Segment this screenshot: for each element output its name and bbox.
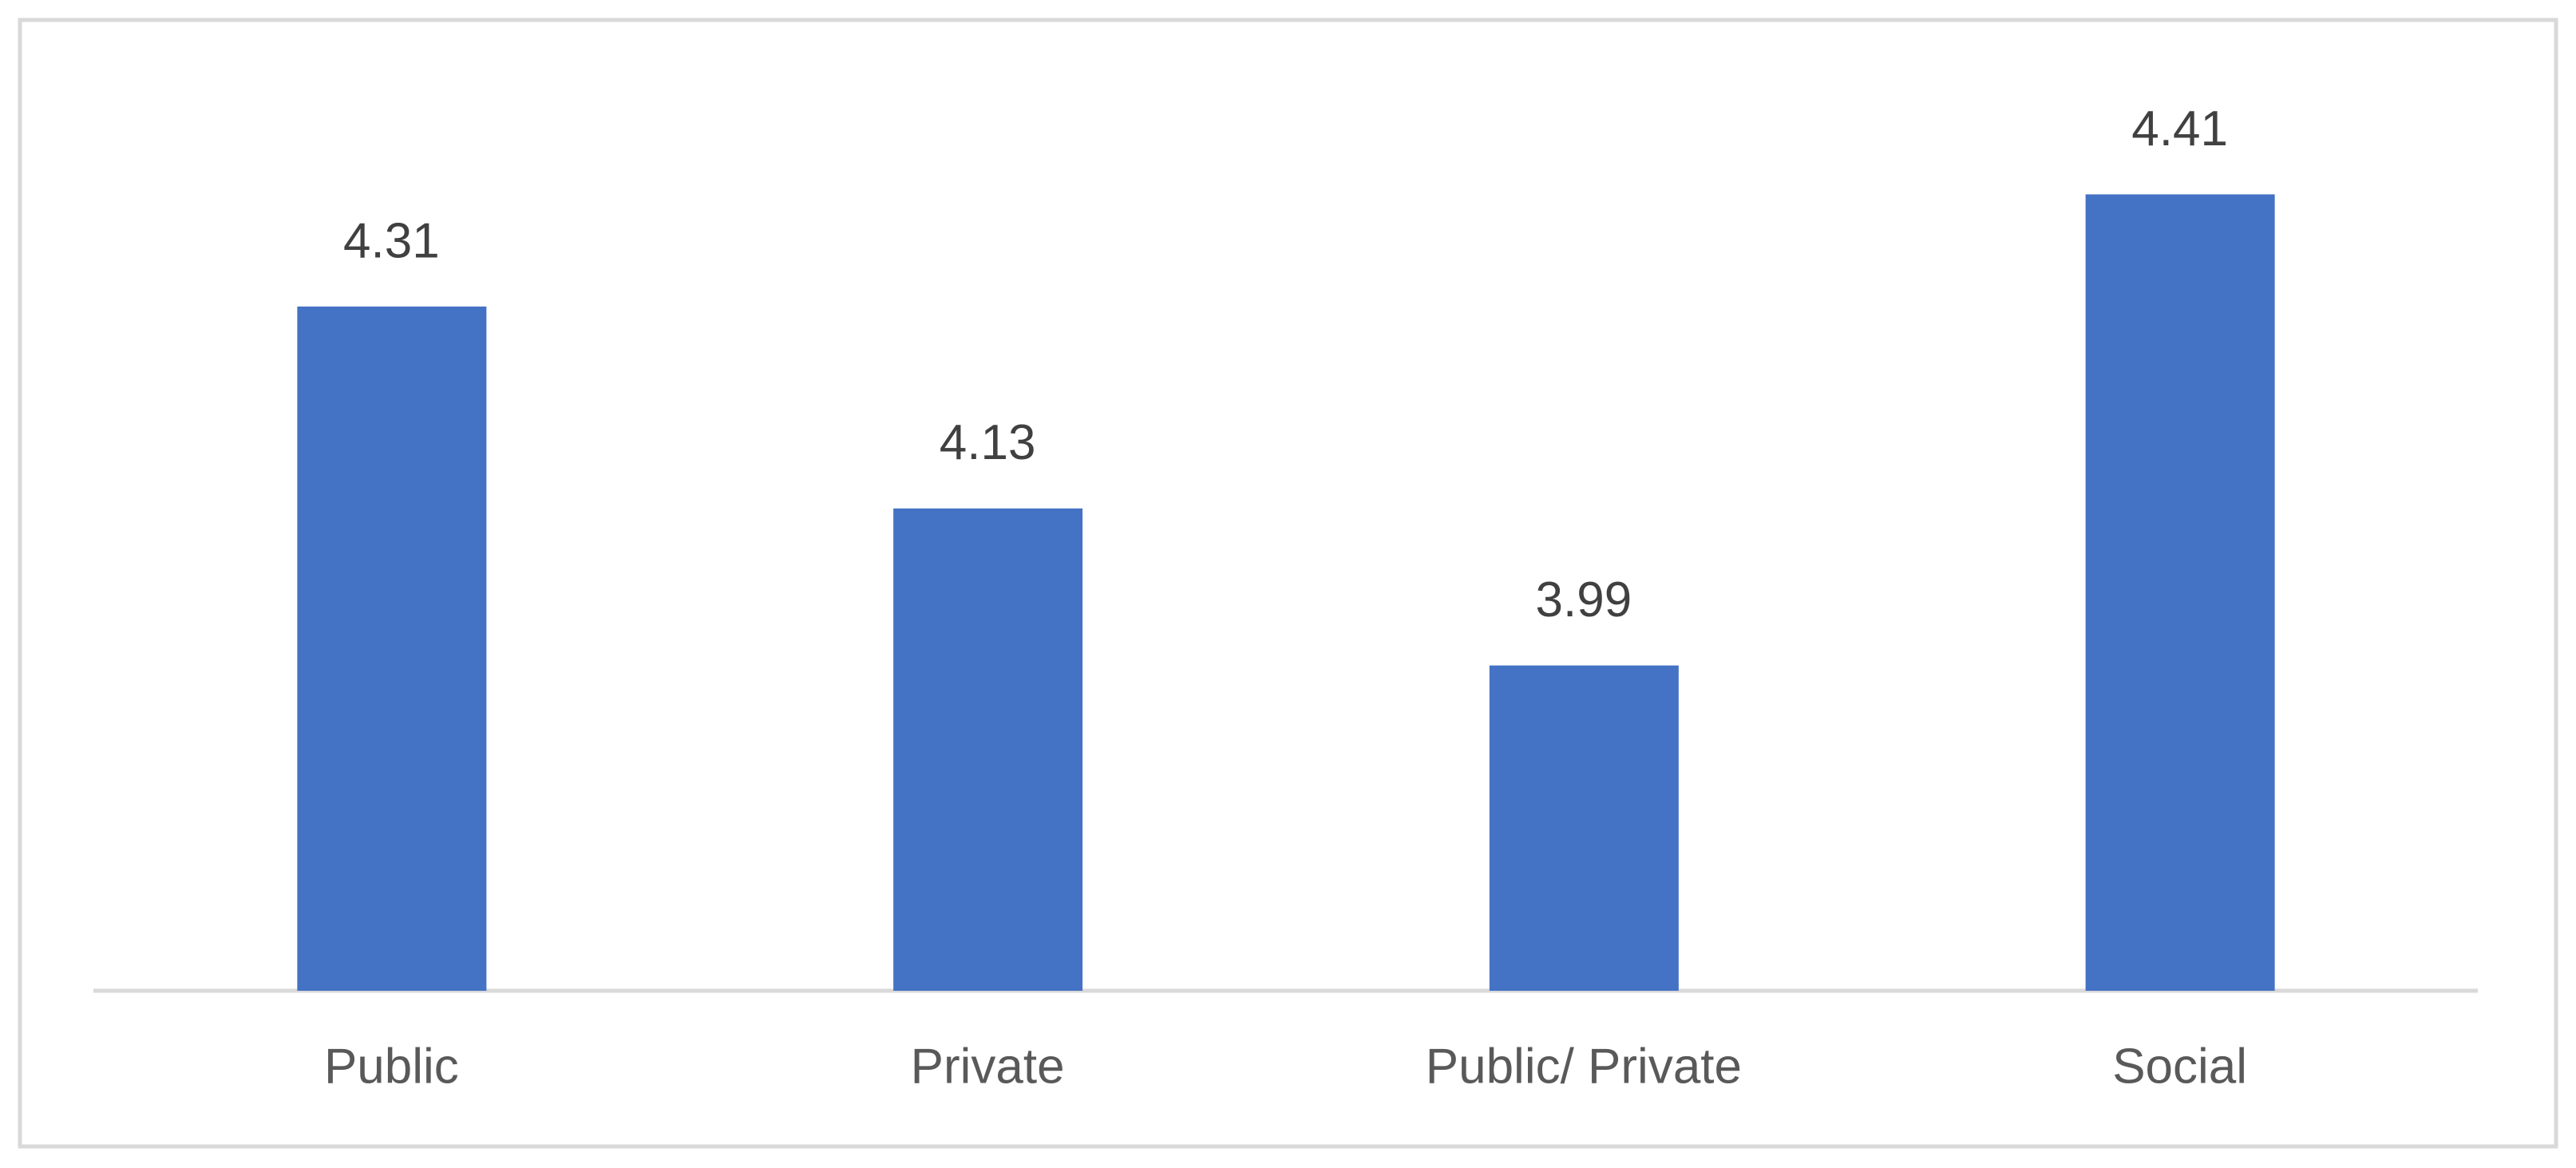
bar [1489, 665, 1679, 991]
bar [893, 508, 1083, 991]
x-tick-label: Private [911, 1039, 1065, 1094]
x-tick-label: Public [324, 1039, 459, 1094]
bar [2085, 194, 2275, 991]
bar [297, 306, 487, 991]
data-label: 4.31 [343, 213, 440, 268]
x-tick-label: Public/ Private [1426, 1039, 1742, 1094]
x-tick-label: Social [2112, 1039, 2247, 1094]
data-label: 4.13 [940, 415, 1036, 470]
data-label: 4.41 [2131, 101, 2228, 156]
data-label: 3.99 [1536, 572, 1632, 628]
